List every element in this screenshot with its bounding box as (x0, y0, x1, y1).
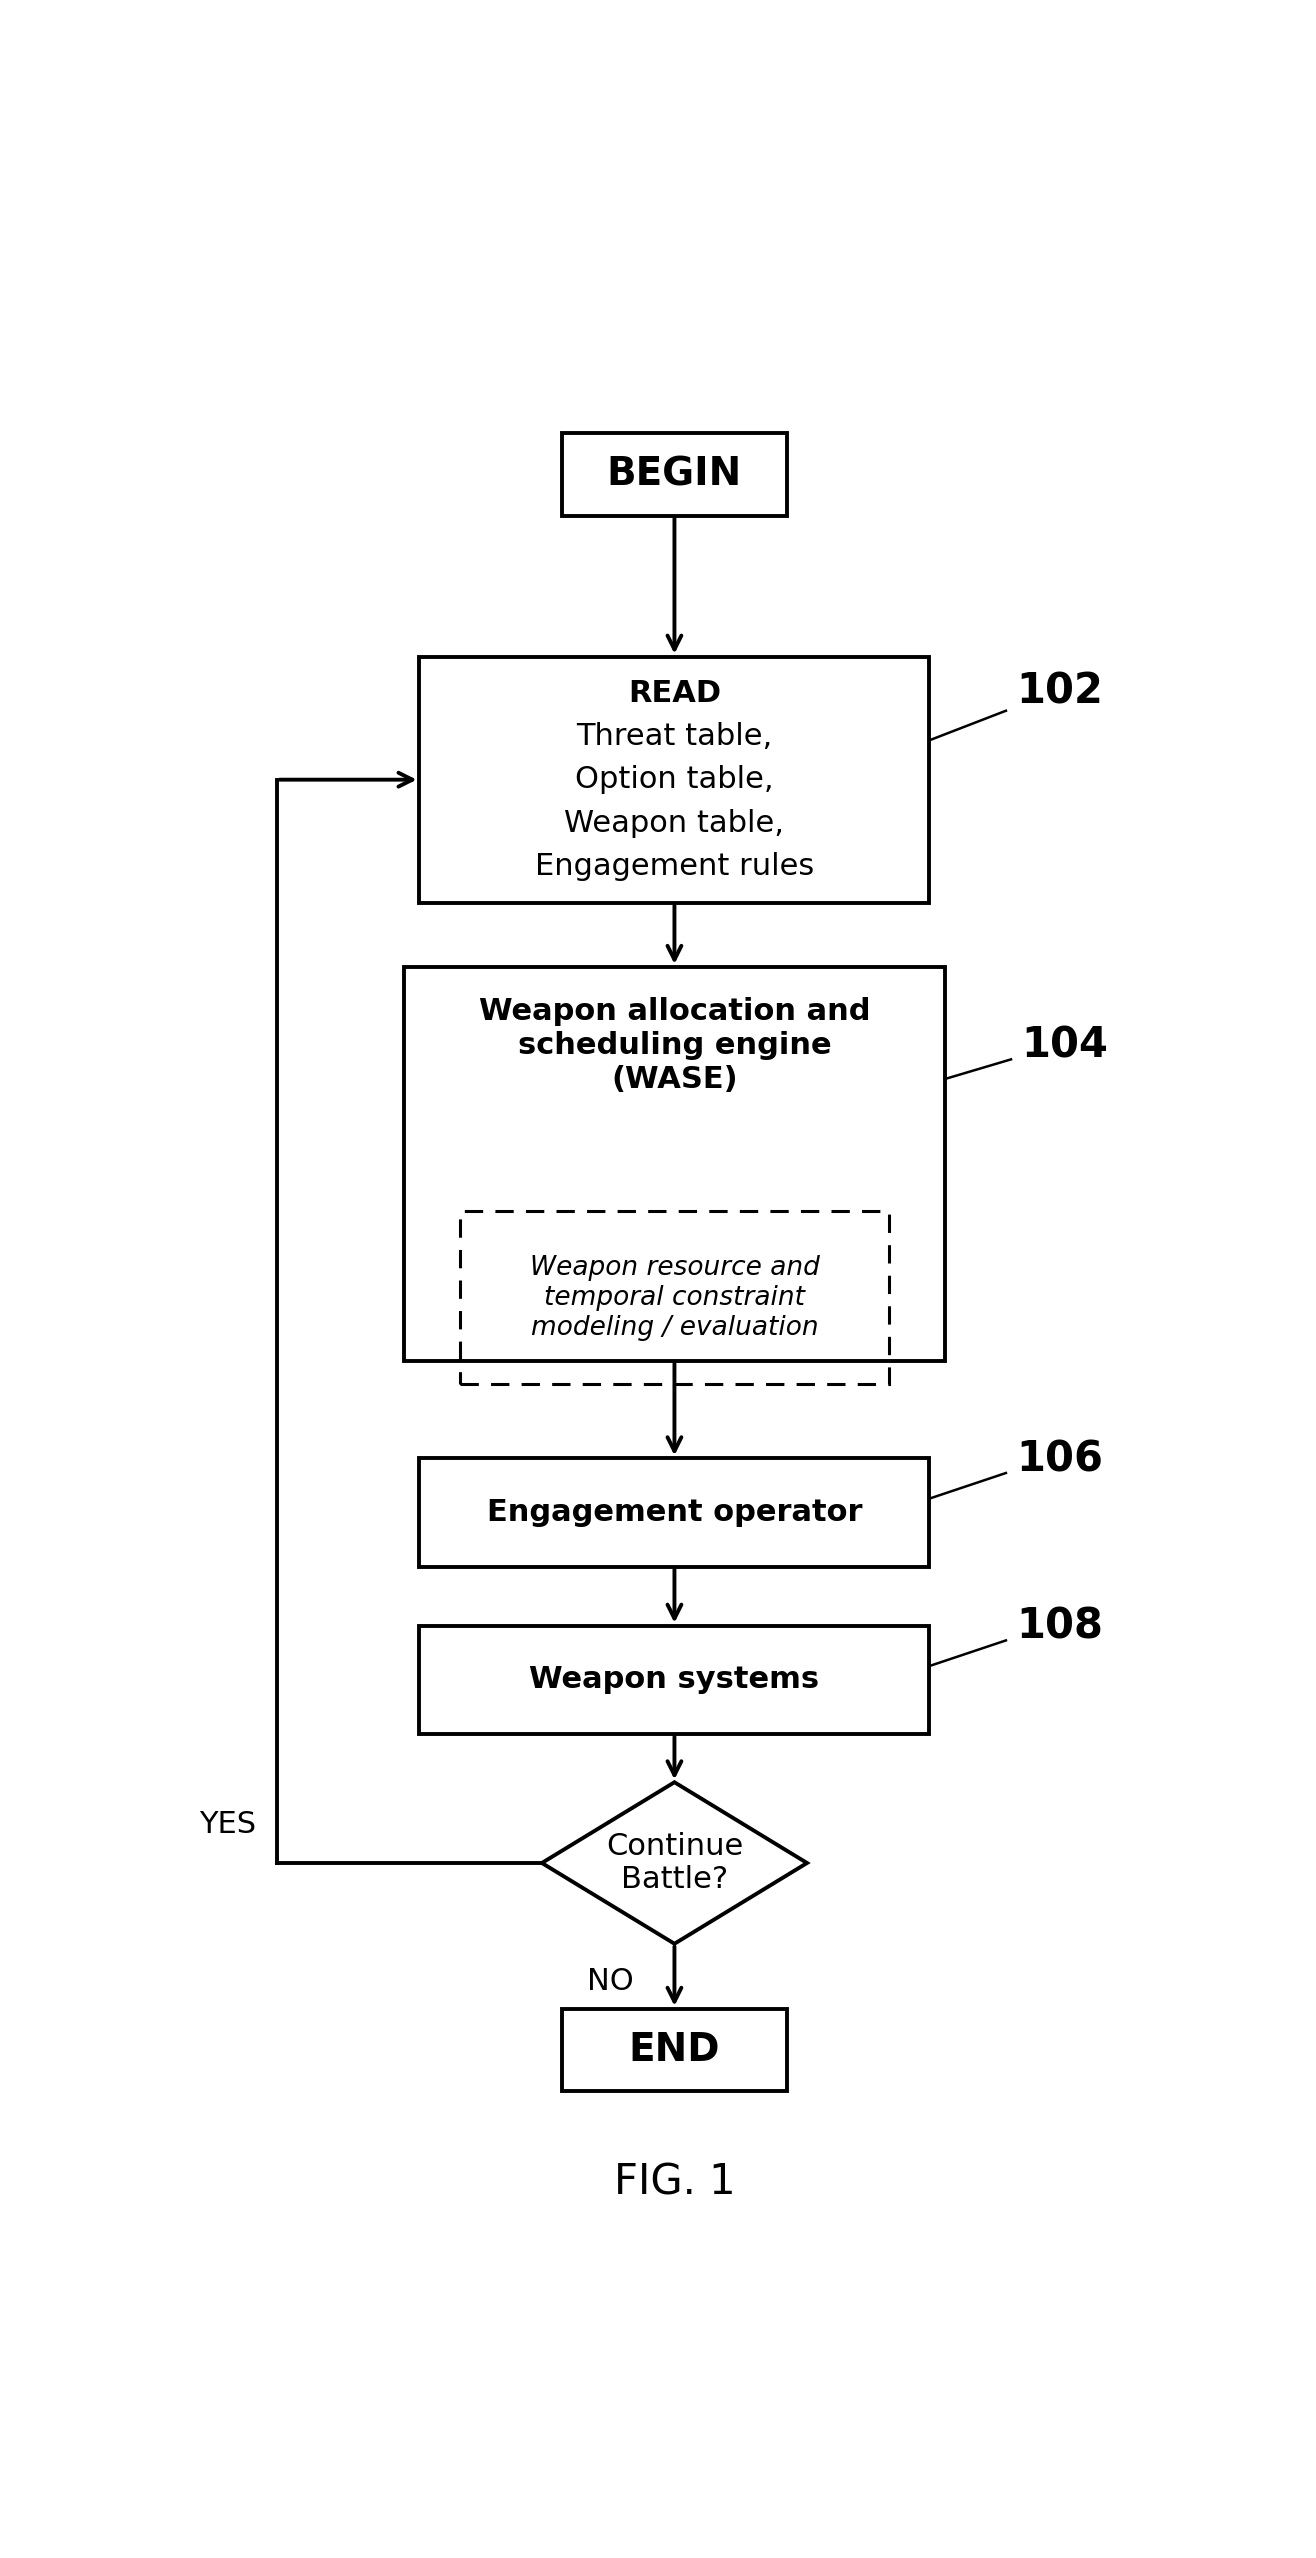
Bar (420, 1627, 929, 1734)
Text: END: END (629, 2031, 720, 2069)
Text: Threat table,: Threat table, (576, 721, 772, 752)
Text: 104: 104 (1021, 1026, 1108, 1067)
Text: NO: NO (587, 1967, 634, 1995)
Text: Weapon resource and
temporal constraint
modeling / evaluation: Weapon resource and temporal constraint … (529, 1253, 820, 1340)
Bar (420, 657, 929, 903)
Text: Engagement operator: Engagement operator (487, 1499, 862, 1527)
Bar (404, 967, 945, 1361)
Text: YES: YES (199, 1811, 257, 1839)
Polygon shape (542, 1783, 807, 1944)
Text: Option table,: Option table, (575, 765, 774, 793)
Text: Continue
Battle?: Continue Battle? (605, 1832, 744, 1895)
Bar (562, 432, 787, 517)
Text: Weapon allocation and
scheduling engine
(WASE): Weapon allocation and scheduling engine … (479, 998, 870, 1095)
Text: 102: 102 (1016, 670, 1103, 711)
Text: Weapon table,: Weapon table, (565, 808, 784, 836)
Text: READ: READ (628, 678, 721, 709)
Text: FIG. 1: FIG. 1 (613, 2162, 736, 2202)
Text: Engagement rules: Engagement rules (534, 852, 815, 880)
Text: Weapon systems: Weapon systems (529, 1665, 820, 1693)
Bar (420, 1458, 929, 1565)
Text: 108: 108 (1016, 1606, 1103, 1647)
Text: 106: 106 (1016, 1438, 1103, 1481)
Text: BEGIN: BEGIN (607, 455, 742, 494)
Bar (562, 2008, 787, 2092)
